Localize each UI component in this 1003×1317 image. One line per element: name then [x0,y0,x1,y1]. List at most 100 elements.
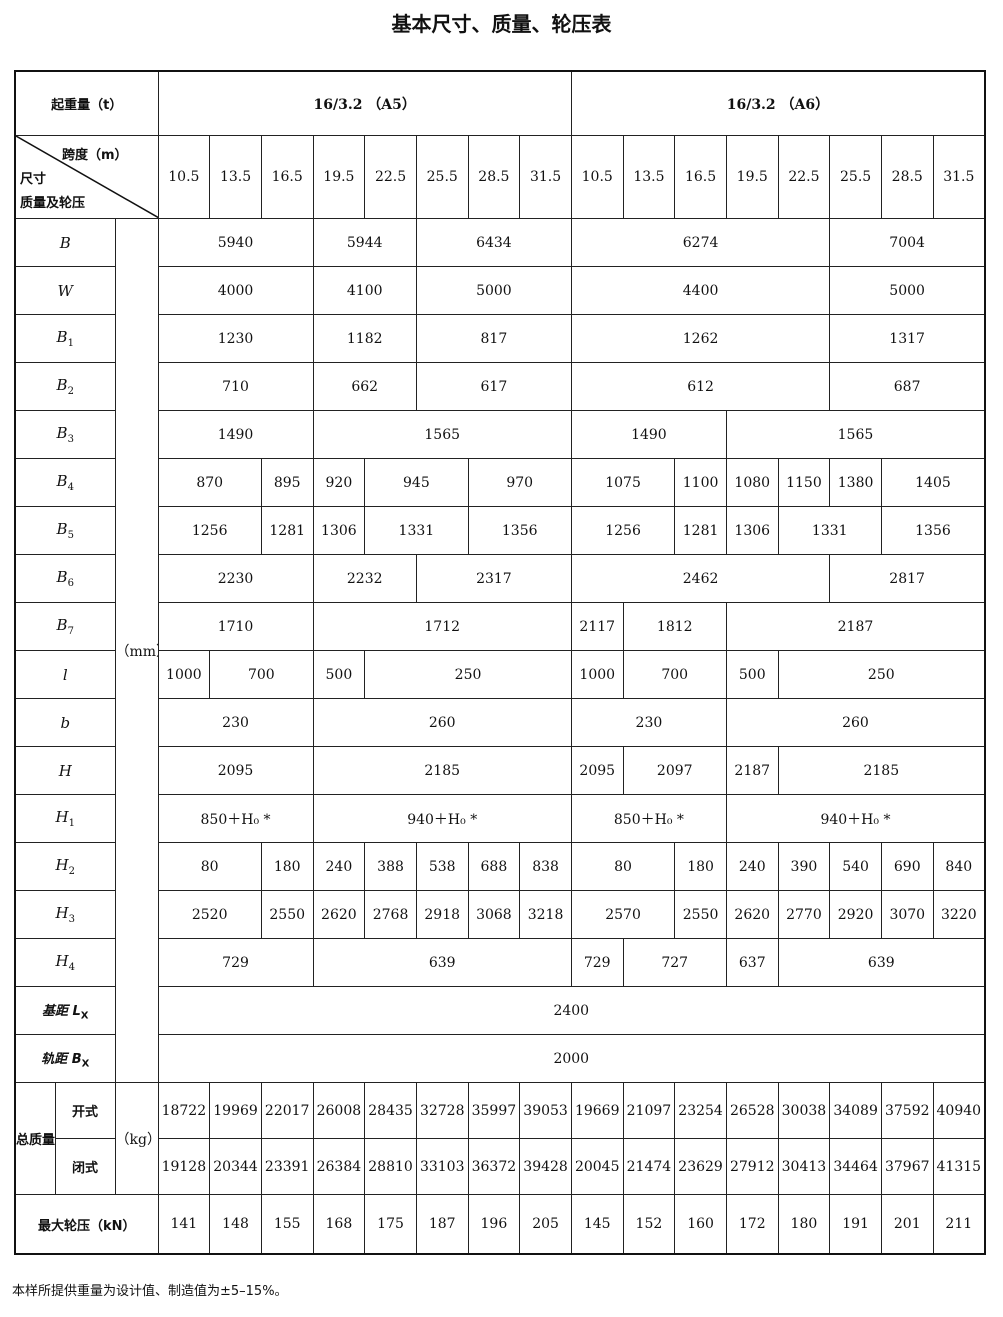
row-label-subscript: 3 [67,434,74,445]
table-row: B2 710 662 617 612 687 [14,362,986,411]
row-label-subscript: 4 [68,962,75,973]
value-cell: 538 [415,842,469,891]
value-cell: 1812 [622,602,727,651]
row-label: W [14,266,116,315]
mass-value: 30413 [777,1138,831,1195]
value-cell: 3070 [880,890,934,939]
mass-value: 27912 [725,1138,779,1195]
value-cell: 1075 [570,458,676,507]
value-cell: 2462 [570,554,831,603]
mass-value: 39053 [519,1082,572,1139]
value-cell: 3218 [519,890,572,939]
span-cell: 22.5 [364,135,417,219]
table-row: H4 729 639 729 727 637 639 [14,938,986,987]
value-cell: 5000 [415,266,572,315]
page-title: 基本尺寸、质量、轮压表 [391,12,612,36]
row-label: H4 [14,938,116,987]
value-cell: 2620 [312,890,366,939]
value-cell: 2550 [260,890,314,939]
row-label-subscript: 6 [67,578,74,589]
span-cell: 31.5 [519,135,572,219]
wheel-load-value: 175 [364,1194,417,1255]
header-row-capacity: 起重量（t） 16/3.2 （A5） 16/3.2 （A6） [14,70,986,136]
wheel-load-value: 155 [260,1194,314,1255]
mass-value: 28435 [364,1082,417,1139]
table-row: l 1000 700 500 250 1000 700 500 250 [14,650,986,699]
mass-value: 18722 [157,1082,211,1139]
row-label-subscript: 7 [67,626,74,637]
value-cell: 639 [777,938,986,987]
value-cell: 970 [468,458,572,507]
value-cell: 1281 [674,506,727,555]
table-row: B6 2230 2232 2317 2462 2817 [14,554,986,603]
value-cell: 7004 [829,218,986,267]
span-cell: 28.5 [467,135,521,219]
wheel-load-value: 205 [519,1194,572,1255]
mass-value: 37592 [880,1082,934,1139]
wheel-load-value: 191 [829,1194,882,1255]
span-cell: 25.5 [829,135,882,219]
mass-value: 41315 [932,1138,986,1195]
mass-value: 26384 [312,1138,366,1195]
mass-value: 30038 [777,1082,831,1139]
row-label: l [14,650,116,699]
value-cell: 390 [777,842,831,891]
span-cell: 16.5 [260,135,314,219]
row-label: H [14,746,116,795]
span-cell: 16.5 [674,135,727,219]
value-cell: 2185 [312,746,572,795]
value-cell: 2232 [312,554,417,603]
span-cell: 10.5 [157,135,211,219]
value-cell: 729 [570,938,624,987]
value-cell: 3220 [932,890,986,939]
value-cell: 2185 [777,746,986,795]
value-cell: 80 [157,842,262,891]
span-cell: 13.5 [209,135,262,219]
value-cell: 687 [829,362,986,411]
span-cell: 22.5 [777,135,831,219]
value-cell: 2920 [829,890,882,939]
row-label: B3 [14,410,116,459]
value-cell: 540 [829,842,882,891]
value-cell: 2095 [157,746,314,795]
wheel-load-label: 最大轮压（kN） [14,1194,159,1255]
group-a5: 16/3.2 （A5） [157,70,572,136]
value-cell: 662 [312,362,417,411]
value-cell: 2918 [415,890,469,939]
total-mass-label: 总质量 [14,1082,56,1195]
diagonal-header-cell: 跨度（m） 尺寸 质量及轮压 [14,135,159,219]
value-cell: 1182 [312,314,417,363]
value-cell: 838 [519,842,572,891]
mass-row-closed: 闭式 19128 20344 23391 26384 28810 33103 36372 394… [15,1138,986,1195]
row-label: 基距 LX [14,986,116,1035]
span-cell: 10.5 [570,135,624,219]
value-cell: 2400 [157,986,986,1035]
value-cell: 637 [725,938,779,987]
value-cell: 2187 [725,746,779,795]
wheel-load-row: 最大轮压（kN） 141 148 155 168 175 187 196 205 145 152 16… [14,1194,986,1255]
mass-value: 19128 [157,1138,211,1195]
value-cell: 617 [415,362,572,411]
wheel-load-value: 168 [312,1194,366,1255]
value-cell: 690 [880,842,934,891]
row-label-subscript: 1 [68,818,75,829]
wheel-load-value: 172 [725,1194,779,1255]
mass-value: 32728 [415,1082,469,1139]
wheel-load-value: 148 [209,1194,262,1255]
value-cell: 895 [260,458,314,507]
row-label-subscript: 1 [67,338,74,349]
table-row: B5 1256 1281 1306 1331 1356 1256 1281 1306 1331 13… [14,506,986,555]
value-cell: 940＋H₀ * [312,794,572,843]
row-label: B [14,218,116,267]
footnote: 本样所提供重量为设计值、制造值为±5–15%。 [12,1284,288,1299]
value-cell: 817 [415,314,572,363]
value-cell: 250 [777,650,986,699]
mass-value: 40940 [932,1082,986,1139]
row-label: B6 [14,554,116,603]
value-cell: 2768 [364,890,417,939]
value-cell: 639 [312,938,572,987]
value-cell: 260 [312,698,572,747]
mass-value: 26528 [725,1082,779,1139]
wheel-load-value: 187 [415,1194,469,1255]
unit-kg: （kg） [114,1082,159,1195]
